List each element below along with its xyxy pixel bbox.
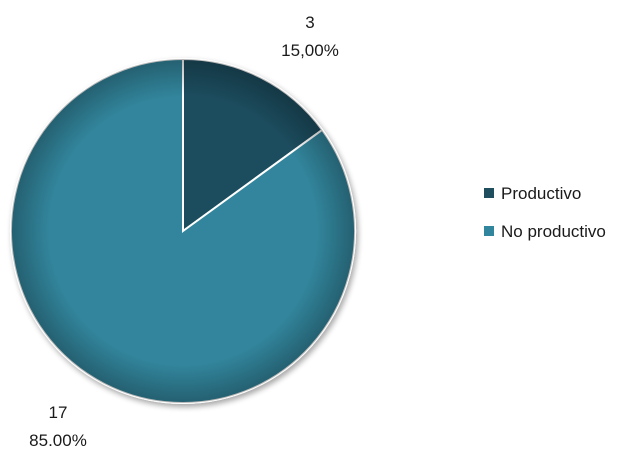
data-labels: 3 15,00% 17 85.00%: [29, 13, 339, 450]
legend-swatch: [484, 188, 494, 198]
data-label-percent: 15,00%: [281, 41, 339, 60]
legend: Productivo No productivo: [484, 184, 606, 241]
legend-swatch: [484, 226, 494, 236]
legend-label: No productivo: [501, 222, 606, 241]
pie-slices: [10, 57, 356, 404]
legend-label: Productivo: [501, 184, 581, 203]
data-label-value: 17: [49, 403, 68, 422]
data-label-percent: 85.00%: [29, 431, 87, 450]
data-label-value: 3: [305, 13, 314, 32]
